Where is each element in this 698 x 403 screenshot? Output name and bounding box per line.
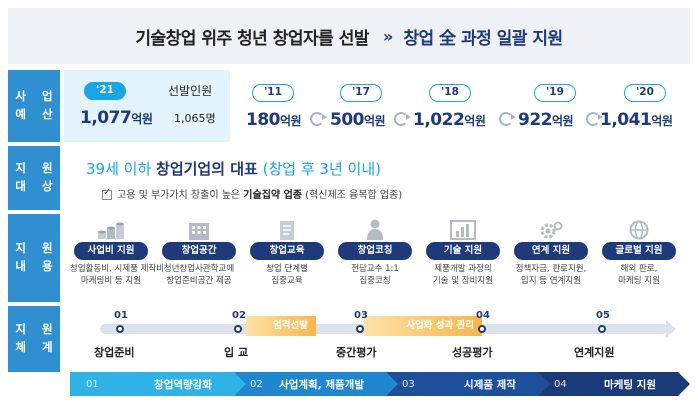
service-title: 연계 지원 [514, 242, 588, 260]
service-item-funding: 사업비 지원 창업활동비, 시제품 제작비 마케팅비 등 지원 [70, 218, 164, 288]
double-arrow-icon: » [383, 26, 394, 46]
coach-icon [334, 218, 416, 240]
step-number: 03 [354, 310, 368, 321]
banner-subtitle: 창업 全 과정 일괄 지원 [403, 28, 563, 49]
checkbox-icon [102, 187, 112, 200]
step-label: 중간평가 [336, 346, 377, 359]
service-item-global: 글로벌 지원 해외 판로, 마케팅 지원 [598, 218, 680, 288]
selected-count: 1,065명 [174, 112, 216, 125]
band-strict-selection: 엄격선발 [246, 316, 316, 336]
step-label: 창업준비 [94, 346, 135, 359]
budget-year-item: '18 1,022억원 [413, 84, 486, 130]
banner-title: 기술창업 위주 청년 창업자를 선발 [135, 28, 369, 49]
service-title: 글로벌 지원 [602, 242, 676, 260]
coins-icon [70, 218, 152, 240]
phase-1: 01 창업역량강화 [70, 372, 246, 396]
building-icon [158, 218, 240, 240]
service-title: 사업비 지원 [74, 242, 148, 260]
step-dot [478, 325, 486, 333]
service-title: 기술 지원 [426, 242, 500, 260]
band-performance-management: 사업화 성과 관리 [364, 316, 482, 336]
step-dot [234, 325, 242, 333]
globe-icon [598, 218, 680, 240]
step-number: 02 [232, 310, 246, 321]
title-banner: 기술창업 위주 청년 창업자를 선발 » 창업 全 과정 일괄 지원 [8, 8, 690, 64]
budget-highlight: '21 선발인원 1,077억원 1,065명 [64, 70, 230, 142]
cycle-arrow-icon [586, 112, 603, 126]
target-sub-text: 고용 및 부가가치 창출이 높은 기술집약 업종 (혁신제조 융복합 업종) [102, 186, 402, 201]
budget-year-item: '20 1,041억원 [600, 84, 673, 130]
target-row: 지 원대 상 39세 이하 창업기업의 대표 (창업 후 3년 이내) 고용 및… [8, 146, 690, 210]
gear-icon [510, 218, 592, 240]
phase-bar: 01 창업역량강화 02 사업계획, 제품개발 03 시제품 제작 04 마케팅 지원 [8, 372, 690, 396]
budget-year-item: '19 922억원 [518, 80, 576, 130]
step-label: 입 교 [224, 346, 249, 359]
step-dot [116, 325, 124, 333]
service-item-education: 창업교육 창업 단계별 집중교육 [246, 218, 328, 288]
cycle-arrow-icon [499, 112, 516, 126]
budget-year-item: '11 180억원 [246, 84, 302, 130]
service-item-coaching: 창업코칭 전담교수 1:1 집중코칭 [334, 218, 416, 288]
step-dot [356, 325, 364, 333]
step-dot [598, 325, 606, 333]
step-number: 04 [476, 310, 490, 321]
budget-year-item: '17 500억원 [330, 84, 386, 130]
cycle-arrow-icon [394, 112, 411, 126]
phase-4: 04 마케팅 지원 [538, 372, 690, 396]
step-label: 성공평가 [452, 346, 493, 359]
service-title: 창업코칭 [338, 242, 412, 260]
timeline-arrow-icon [666, 320, 676, 338]
step-number: 05 [596, 310, 610, 321]
target-main-text: 39세 이하 창업기업의 대표 (창업 후 3년 이내) [86, 160, 381, 178]
selected-count-label: 선발인원 [168, 84, 213, 98]
phase-2: 02 사업계획, 제품개발 [234, 372, 398, 396]
budget-amount-2021: 1,077억원 [80, 108, 153, 128]
cycle-arrow-icon [310, 112, 327, 126]
step-number: 01 [114, 310, 128, 321]
step-label: 연계지원 [574, 346, 615, 359]
service-item-linkage: 연계 지원 정책자금, 판로지원, 입지 등 연계지원 [510, 218, 592, 288]
chart-icon [422, 218, 504, 240]
service-title: 창업공간 [162, 242, 236, 260]
service-item-tech: 기술 지원 제품개발 과정의 기술 및 장비지원 [422, 218, 504, 288]
phase-3: 03 시제품 제작 [386, 372, 550, 396]
service-title: 창업교육 [250, 242, 324, 260]
year-badge-2021: '21 [84, 82, 126, 100]
document-icon [246, 218, 328, 240]
service-item-space: 창업공간 청년창업사관학교에 창업준비공간 제공 [158, 218, 240, 288]
